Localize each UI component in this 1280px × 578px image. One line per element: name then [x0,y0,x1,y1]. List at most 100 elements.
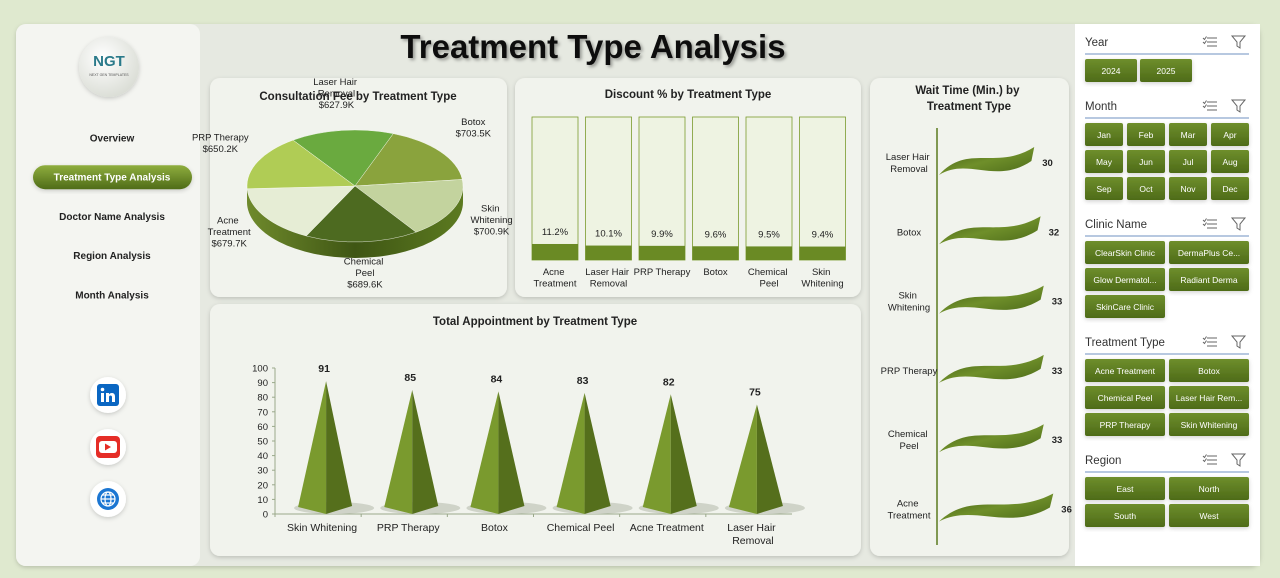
slicer-button[interactable]: Chemical Peel [1085,386,1165,409]
bar-value-label: 9.5% [758,229,780,240]
nav-item[interactable]: Treatment Type Analysis [54,173,171,184]
pyramid-right-face [412,389,439,514]
multi-select-icon[interactable] [1202,336,1217,347]
flag-bar [939,493,1054,522]
pie-slice [305,185,417,243]
slicer-button-bg [1169,150,1207,173]
bar-value-label: 33 [1052,435,1063,446]
pyramid-right-face [756,404,783,514]
bar-value-label: 83 [577,375,589,387]
slicer-button[interactable]: Glow Dermatol... [1085,268,1165,291]
clear-filter-icon[interactable] [1230,99,1247,113]
nav-item[interactable]: Overview [90,134,135,145]
multi-select-icon[interactable] [1202,100,1217,111]
website-icon[interactable] [90,481,126,517]
slicer-button-label: Jan [1097,130,1111,140]
slicer-button[interactable]: 2025 [1140,59,1192,82]
slicer-button[interactable]: DermaPlus Ce... [1169,241,1249,264]
x-tick-label: Botox [703,267,728,278]
slicer-button-bg [1085,59,1137,82]
bar-value-label: 10.1% [595,229,622,240]
slicer-button-bg [1169,359,1249,382]
pyramid-left-face [384,389,413,514]
bar [799,246,846,260]
linkedin-icon[interactable] [90,377,126,413]
slicer-button[interactable]: Jan [1085,123,1123,146]
slicer-button[interactable]: Nov [1169,177,1207,200]
slicer-button[interactable]: Sep [1085,177,1123,200]
y-tick-label: 40 [257,451,268,462]
slicer-button[interactable]: 2024 [1085,59,1137,82]
icon-check [1202,454,1207,463]
slicer-button[interactable]: May [1085,150,1123,173]
pie-slice [246,139,356,189]
y-tick-label: 70 [257,407,268,418]
slicer-button[interactable]: Skin Whitening [1169,413,1249,436]
x-tick-label: Chemical Peel [547,522,615,534]
youtube-icon[interactable] [90,429,126,465]
slicer-button[interactable]: Acne Treatment [1085,359,1165,382]
bar-value-label: 84 [491,373,503,385]
slicer-button-bg [1169,413,1249,436]
slicer-button-label: Jul [1183,157,1194,167]
clear-filter-icon[interactable] [1230,217,1247,231]
y-tick-label: PRP Therapy [881,366,938,377]
bar-track [745,116,793,261]
logo-badge [79,37,139,97]
slicer-button-bg [1169,177,1207,200]
slicer-button[interactable]: Mar [1169,123,1207,146]
bar [746,246,792,260]
slicer-button[interactable]: Jul [1169,150,1207,173]
clear-filter-icon[interactable] [1230,453,1247,467]
slicer-button-label: Botox [1198,366,1220,376]
bar-value-label: 85 [404,372,416,384]
x-tick-label: Laser Hair Removal [727,522,778,547]
slicer-button[interactable]: ClearSkin Clinic [1085,241,1165,264]
slicer-button[interactable]: South [1085,504,1165,527]
slicer-title: Treatment Type [1085,337,1165,349]
slicer-button[interactable]: North [1169,477,1249,500]
slicer-button-label: West [1199,511,1219,521]
x-tick-label: Acne Treatment [534,267,577,290]
slicer-button[interactable]: Jun [1127,150,1165,173]
y-tick-label: 0 [263,510,268,521]
slicer-button[interactable]: Apr [1211,123,1249,146]
x-tick-label: PRP Therapy [634,267,691,278]
pie-value-label: $679.7K [211,238,247,249]
clear-filter-icon[interactable] [1230,35,1247,49]
pie-value-label: $700.9K [474,227,510,238]
multi-select-icon[interactable] [1202,36,1217,47]
pie-value-label: $689.6K [347,279,383,290]
pyramid-right-face [670,394,697,514]
slicer-button-label: May [1096,157,1113,167]
slicer-button-label: Skin Whitening [1181,420,1238,430]
slicer-button-bg [1085,241,1165,264]
slicer-button[interactable]: East [1085,477,1165,500]
slicer-button[interactable]: Oct [1127,177,1165,200]
clear-filter-icon[interactable] [1230,335,1247,349]
nav-item[interactable]: Doctor Name Analysis [59,212,165,223]
slicer-button[interactable]: West [1169,504,1249,527]
slicer-button[interactable]: Dec [1211,177,1249,200]
slicer-button[interactable]: Feb [1127,123,1165,146]
slicer-button[interactable]: Aug [1211,150,1249,173]
pie-category-label: Skin Whitening [470,204,512,227]
multi-select-icon[interactable] [1202,454,1217,465]
slicer-button-bg [1127,150,1165,173]
slicer-button[interactable]: Radiant Derma [1169,268,1249,291]
flag-bar [939,285,1044,314]
nav-item[interactable]: Region Analysis [73,251,151,262]
bar-value-label: 9.6% [705,229,727,240]
slicer-button[interactable]: PRP Therapy [1085,413,1165,436]
slicer-button[interactable]: SkinCare Clinic [1085,295,1165,318]
multi-select-icon[interactable] [1202,218,1217,229]
nav-item[interactable]: Month Analysis [75,290,149,301]
slicer-button-label: Sep [1096,184,1111,194]
pyramid-left-face [728,404,757,514]
icon-shape [101,393,104,402]
x-tick-label: Acne Treatment [630,522,704,534]
slicer-button-bg [1085,504,1165,527]
slicer-button[interactable]: Laser Hair Rem... [1169,386,1249,409]
slicer-button[interactable]: Botox [1169,359,1249,382]
